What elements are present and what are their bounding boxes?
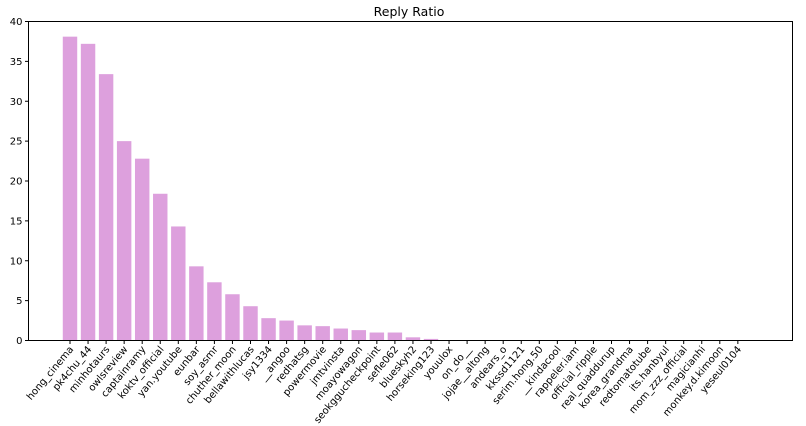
bar [333,328,348,341]
bars-group [62,36,457,341]
y-tick-label: 35 [10,57,23,68]
bar [423,338,439,341]
bar [405,337,421,341]
bar [225,294,240,341]
bar [297,325,312,341]
y-tick-label: 30 [10,97,23,108]
bar [98,74,114,341]
bar [134,158,150,341]
plot-area-frame [28,21,793,341]
bar [315,326,330,341]
chart-title: Reply Ratio [374,4,445,19]
bar [207,282,222,341]
y-tick-label: 10 [10,256,23,267]
y-tick-label: 0 [16,336,22,347]
y-tick-label: 5 [16,296,22,307]
y-tick-label: 40 [10,17,23,28]
bar [351,330,367,341]
y-tick-label: 25 [10,137,23,148]
x-axis: hong_cinemapk4chu_44minhotaursowlsreview… [25,340,744,426]
bar [243,306,258,341]
bar [261,318,276,341]
bar [116,141,132,341]
bar [279,320,294,341]
bar [153,193,168,341]
y-tick-label: 15 [10,216,23,227]
bar [62,36,78,341]
bar [80,43,96,341]
bar [189,266,204,341]
y-tick-label: 20 [10,177,23,188]
bar [369,332,385,341]
bar [171,226,186,341]
bar [387,332,403,341]
y-axis: 0 5 10 15 20 25 30 35 40 [10,17,29,347]
